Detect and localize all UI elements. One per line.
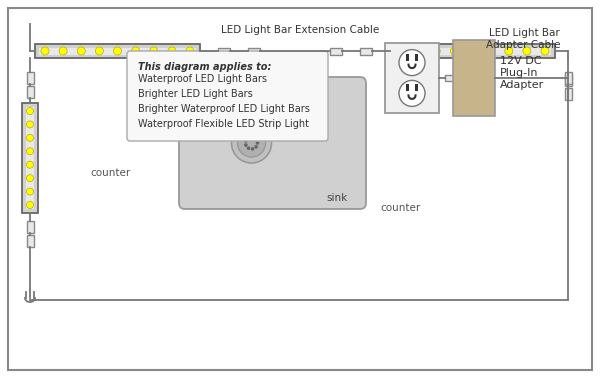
- Circle shape: [251, 147, 254, 151]
- Bar: [394, 48, 551, 54]
- Circle shape: [131, 47, 140, 55]
- Circle shape: [238, 129, 265, 157]
- Text: Brighter Waterproof LED Light Bars: Brighter Waterproof LED Light Bars: [138, 104, 310, 114]
- Bar: [453, 40, 495, 116]
- Bar: [415, 84, 418, 91]
- Circle shape: [26, 134, 34, 141]
- Circle shape: [541, 47, 549, 55]
- Circle shape: [451, 47, 458, 55]
- Circle shape: [26, 161, 34, 168]
- Bar: [565, 74, 571, 86]
- Circle shape: [232, 123, 271, 163]
- Circle shape: [396, 47, 404, 55]
- Bar: [39, 48, 196, 54]
- Bar: [26, 235, 34, 247]
- Bar: [248, 48, 260, 54]
- Circle shape: [487, 47, 494, 55]
- Circle shape: [244, 139, 248, 143]
- Text: sink: sink: [327, 193, 348, 203]
- Bar: [360, 48, 372, 54]
- Text: Brighter LED Light Bars: Brighter LED Light Bars: [138, 89, 253, 99]
- Circle shape: [41, 47, 49, 55]
- Circle shape: [150, 47, 158, 55]
- Text: 12V DC
Plug-In
Adapter: 12V DC Plug-In Adapter: [500, 56, 544, 90]
- Circle shape: [254, 137, 258, 141]
- Text: LED Light Bar
Adapter Cable: LED Light Bar Adapter Cable: [485, 28, 560, 50]
- Circle shape: [59, 47, 67, 55]
- Circle shape: [469, 47, 476, 55]
- Circle shape: [399, 50, 425, 76]
- Circle shape: [399, 81, 425, 106]
- Bar: [35, 44, 200, 58]
- Circle shape: [432, 47, 440, 55]
- Bar: [218, 48, 230, 54]
- Bar: [385, 43, 439, 113]
- Circle shape: [256, 141, 259, 145]
- Bar: [406, 84, 409, 91]
- Circle shape: [523, 47, 531, 55]
- Circle shape: [505, 47, 513, 55]
- Circle shape: [26, 121, 34, 128]
- FancyBboxPatch shape: [127, 51, 328, 141]
- FancyBboxPatch shape: [179, 77, 366, 209]
- Text: counter: counter: [380, 203, 420, 213]
- Text: Waterproof Flexible LED Strip Light: Waterproof Flexible LED Strip Light: [138, 119, 309, 129]
- Circle shape: [26, 107, 34, 115]
- Bar: [26, 221, 34, 233]
- Bar: [445, 75, 453, 81]
- Circle shape: [247, 136, 250, 139]
- Bar: [390, 44, 555, 58]
- Bar: [406, 54, 409, 60]
- Circle shape: [168, 47, 176, 55]
- Bar: [26, 86, 34, 98]
- Circle shape: [95, 47, 103, 55]
- Circle shape: [26, 148, 34, 155]
- Text: This diagram applies to:: This diagram applies to:: [138, 62, 271, 72]
- Bar: [26, 72, 34, 84]
- Text: Waterproof LED Light Bars: Waterproof LED Light Bars: [138, 74, 267, 84]
- Bar: [565, 88, 571, 100]
- Bar: [22, 103, 38, 213]
- Bar: [565, 72, 571, 84]
- Bar: [330, 48, 342, 54]
- Bar: [415, 54, 418, 60]
- Text: LED Light Bar Extension Cable: LED Light Bar Extension Cable: [221, 25, 379, 35]
- Bar: [26, 107, 34, 209]
- Circle shape: [26, 188, 34, 195]
- Circle shape: [244, 143, 248, 147]
- Circle shape: [26, 201, 34, 209]
- Circle shape: [254, 145, 258, 149]
- Circle shape: [26, 175, 34, 182]
- Circle shape: [186, 47, 194, 55]
- Text: counter: counter: [90, 168, 130, 178]
- Circle shape: [414, 47, 422, 55]
- Circle shape: [113, 47, 121, 55]
- Circle shape: [247, 146, 250, 150]
- Circle shape: [251, 135, 254, 139]
- Circle shape: [77, 47, 85, 55]
